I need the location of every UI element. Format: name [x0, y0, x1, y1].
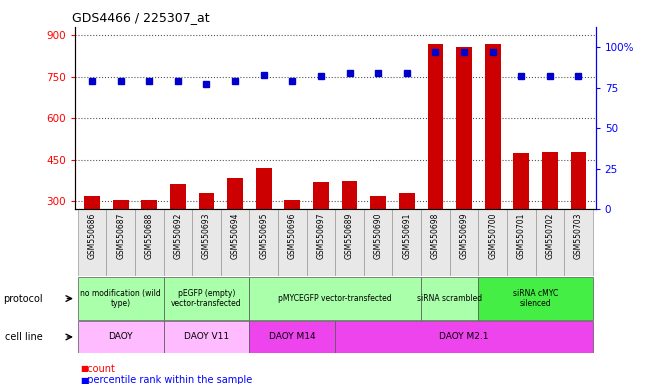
- FancyBboxPatch shape: [106, 209, 135, 276]
- Bar: [370, 196, 386, 284]
- FancyBboxPatch shape: [77, 321, 163, 353]
- Text: DAOY M2.1: DAOY M2.1: [439, 333, 489, 341]
- Text: GSM550690: GSM550690: [374, 213, 383, 259]
- FancyBboxPatch shape: [478, 209, 507, 276]
- Text: GSM550692: GSM550692: [173, 213, 182, 259]
- Text: ■: ■: [80, 364, 88, 373]
- Bar: [514, 152, 529, 284]
- Text: GSM550693: GSM550693: [202, 213, 211, 259]
- Bar: [542, 152, 558, 284]
- Text: DAOY M14: DAOY M14: [269, 333, 316, 341]
- Text: siRNA cMYC
silenced: siRNA cMYC silenced: [513, 289, 558, 308]
- Text: GSM550688: GSM550688: [145, 213, 154, 259]
- Text: protocol: protocol: [3, 293, 42, 304]
- FancyBboxPatch shape: [163, 277, 249, 320]
- Text: GSM550698: GSM550698: [431, 213, 440, 259]
- FancyBboxPatch shape: [249, 277, 421, 320]
- Text: siRNA scrambled: siRNA scrambled: [417, 294, 482, 303]
- FancyBboxPatch shape: [307, 209, 335, 276]
- FancyBboxPatch shape: [77, 277, 163, 320]
- Bar: [428, 44, 443, 284]
- FancyBboxPatch shape: [507, 209, 536, 276]
- Bar: [571, 152, 587, 284]
- Text: ■: ■: [80, 376, 88, 384]
- FancyBboxPatch shape: [564, 209, 593, 276]
- Text: DAOY V11: DAOY V11: [184, 333, 229, 341]
- Bar: [227, 178, 243, 284]
- FancyBboxPatch shape: [421, 209, 450, 276]
- Bar: [399, 193, 415, 284]
- Text: pMYCEGFP vector-transfected: pMYCEGFP vector-transfected: [279, 294, 392, 303]
- FancyBboxPatch shape: [335, 321, 593, 353]
- FancyBboxPatch shape: [77, 209, 106, 276]
- Text: cell line: cell line: [5, 332, 42, 342]
- FancyBboxPatch shape: [335, 209, 364, 276]
- Text: GSM550691: GSM550691: [402, 213, 411, 259]
- Bar: [456, 47, 472, 284]
- Text: GSM550703: GSM550703: [574, 213, 583, 259]
- Text: DAOY: DAOY: [108, 333, 133, 341]
- FancyBboxPatch shape: [163, 209, 192, 276]
- Bar: [199, 193, 214, 284]
- FancyBboxPatch shape: [536, 209, 564, 276]
- Text: GSM550701: GSM550701: [517, 213, 526, 259]
- Bar: [84, 196, 100, 284]
- Text: GSM550687: GSM550687: [116, 213, 125, 259]
- Text: percentile rank within the sample: percentile rank within the sample: [81, 375, 253, 384]
- Text: GSM550700: GSM550700: [488, 213, 497, 259]
- FancyBboxPatch shape: [393, 209, 421, 276]
- Bar: [284, 200, 300, 284]
- Bar: [170, 184, 186, 284]
- Text: GSM550696: GSM550696: [288, 213, 297, 259]
- Text: count: count: [81, 364, 115, 374]
- FancyBboxPatch shape: [450, 209, 478, 276]
- Text: pEGFP (empty)
vector-transfected: pEGFP (empty) vector-transfected: [171, 289, 242, 308]
- Text: GSM550686: GSM550686: [87, 213, 96, 259]
- FancyBboxPatch shape: [221, 209, 249, 276]
- FancyBboxPatch shape: [278, 209, 307, 276]
- FancyBboxPatch shape: [249, 321, 335, 353]
- Text: GDS4466 / 225307_at: GDS4466 / 225307_at: [72, 11, 210, 24]
- Bar: [485, 44, 501, 284]
- FancyBboxPatch shape: [249, 209, 278, 276]
- FancyBboxPatch shape: [478, 277, 593, 320]
- Text: GSM550697: GSM550697: [316, 213, 326, 259]
- Text: no modification (wild
type): no modification (wild type): [80, 289, 161, 308]
- FancyBboxPatch shape: [163, 321, 249, 353]
- Text: GSM550689: GSM550689: [345, 213, 354, 259]
- FancyBboxPatch shape: [135, 209, 163, 276]
- Bar: [256, 168, 271, 284]
- Text: GSM550695: GSM550695: [259, 213, 268, 259]
- Bar: [313, 182, 329, 284]
- FancyBboxPatch shape: [192, 209, 221, 276]
- Text: GSM550699: GSM550699: [460, 213, 469, 259]
- FancyBboxPatch shape: [421, 277, 478, 320]
- Bar: [141, 200, 157, 284]
- FancyBboxPatch shape: [364, 209, 393, 276]
- Text: GSM550702: GSM550702: [546, 213, 555, 259]
- Bar: [342, 181, 357, 284]
- Bar: [113, 200, 128, 284]
- Text: GSM550694: GSM550694: [230, 213, 240, 259]
